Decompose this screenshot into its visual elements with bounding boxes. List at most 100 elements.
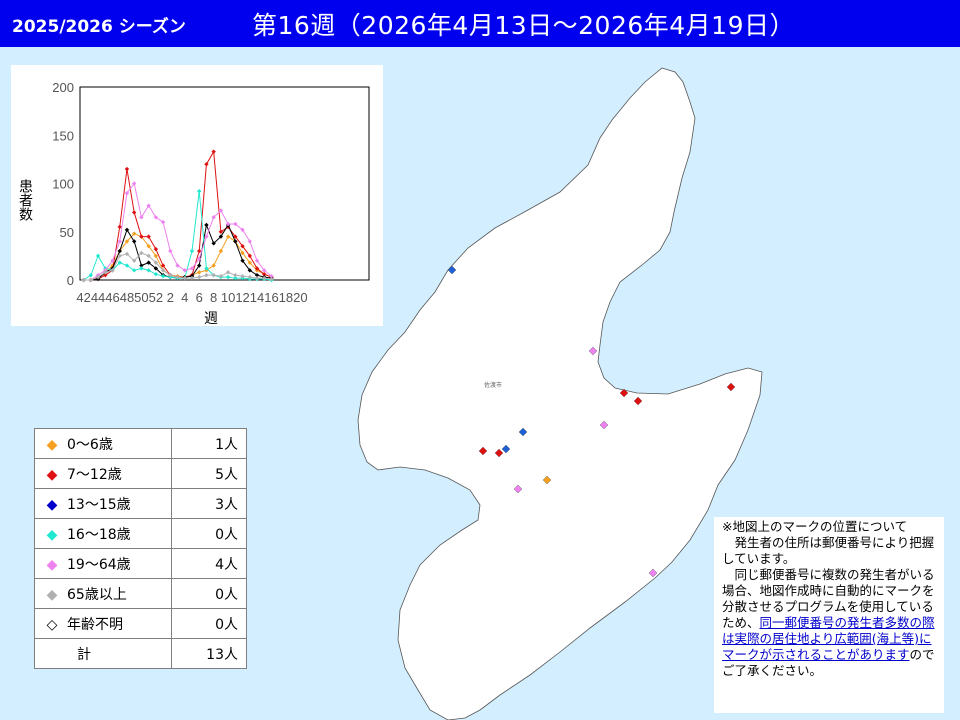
notice-paragraph-1: 発生者の住所は郵便番号により把握しています。 — [722, 535, 935, 566]
map-notice: ※地図上のマークの位置について 発生者の住所は郵便番号により把握しています。 同… — [714, 517, 944, 713]
x-tick-label: 4 — [181, 290, 188, 305]
data-point — [110, 268, 115, 273]
data-point — [146, 253, 151, 259]
legend-row: ◆ 0～6歳 1人 — [34, 428, 247, 459]
data-point — [95, 253, 101, 259]
y-tick-label: 150 — [52, 128, 74, 143]
case-marker — [619, 388, 629, 398]
diamond-filled-icon: ◆ — [46, 436, 58, 453]
data-point — [218, 248, 224, 254]
x-tick-label: 10 — [221, 290, 235, 305]
age-legend-table: ◆ 0～6歳 1人 ◆ 7～12歳 5人 ◆ 13～15歳 3人 ◆ 16～18歳 0人 ◆ 19～64歳… — [34, 428, 247, 669]
data-point — [247, 253, 252, 259]
x-tick-label: 42 — [76, 290, 90, 305]
notice-text-post: のでご了承ください。 — [722, 647, 935, 678]
x-tick-label: 16 — [264, 290, 278, 305]
case-marker — [542, 475, 552, 485]
x-tick-label: 14 — [250, 290, 264, 305]
series-1 — [81, 149, 274, 283]
data-point — [254, 272, 260, 278]
notice-title: ※地図上のマークの位置について — [722, 519, 908, 534]
data-point — [81, 277, 86, 283]
data-point — [269, 273, 274, 279]
data-point — [175, 263, 180, 268]
data-point — [262, 272, 267, 277]
data-point — [197, 274, 202, 280]
data-point — [124, 166, 130, 172]
series-line — [83, 233, 272, 281]
data-point — [153, 266, 159, 271]
data-point — [254, 275, 260, 281]
case-marker — [494, 448, 504, 458]
data-point — [240, 258, 245, 263]
data-point — [218, 273, 224, 279]
legend-label: 年齢不明 — [67, 616, 123, 633]
data-point — [225, 270, 231, 275]
legend-count: 4人 — [171, 548, 247, 579]
data-point — [204, 266, 209, 271]
data-point — [88, 272, 94, 278]
data-point — [197, 189, 202, 194]
diamond-filled-icon: ◆ — [46, 526, 58, 543]
page-header: 2025/2026 シーズン 第16週（2026年4月13日～2026年4月19… — [0, 0, 960, 47]
data-point — [124, 190, 130, 196]
plot-frame — [79, 86, 370, 281]
data-point — [131, 210, 137, 215]
case-marker — [513, 484, 523, 494]
data-point — [117, 253, 122, 259]
data-point — [197, 263, 202, 268]
data-point — [139, 215, 144, 220]
data-point — [124, 263, 130, 268]
data-point — [240, 250, 245, 256]
data-point — [168, 272, 173, 278]
legend-total-row: 計 13人 — [34, 638, 247, 669]
legend-label: 19～64歳 — [67, 556, 131, 573]
legend-label: 0～6歳 — [67, 436, 113, 453]
case-marker — [478, 446, 488, 456]
data-point — [139, 234, 144, 239]
data-point — [124, 251, 130, 257]
y-tick-label: 0 — [67, 273, 74, 288]
legend-label: 7～12歳 — [67, 466, 122, 483]
legend-count: 3人 — [171, 488, 247, 519]
data-point — [189, 275, 195, 281]
sado-island-map: 佐渡市 — [357, 67, 763, 720]
x-axis-label: 週 — [204, 311, 218, 326]
data-point — [211, 215, 216, 220]
data-point — [168, 248, 173, 254]
x-tick-label: 20 — [293, 290, 307, 305]
data-point — [146, 244, 151, 249]
series-0 — [81, 231, 274, 283]
data-point — [160, 263, 166, 268]
city-label: 佐渡市 — [484, 381, 502, 389]
legend-count: 0人 — [171, 578, 247, 609]
data-point — [247, 268, 252, 273]
data-point — [233, 272, 238, 278]
diamond-outline-icon: ◇ — [46, 616, 58, 633]
case-marker — [501, 444, 511, 454]
legend-count: 0人 — [171, 608, 247, 639]
data-point — [117, 239, 122, 244]
data-point — [247, 260, 252, 265]
data-point — [117, 224, 122, 230]
case-marker — [518, 427, 528, 437]
data-point — [247, 274, 252, 280]
diamond-filled-icon: ◆ — [46, 496, 58, 513]
data-point — [139, 250, 144, 256]
data-point — [160, 268, 166, 273]
data-point — [254, 258, 260, 263]
data-point — [225, 274, 231, 280]
data-point — [240, 244, 245, 249]
total-label: 計 — [77, 646, 91, 663]
island-landmass — [357, 67, 763, 720]
legend-label: 13～15歳 — [67, 496, 131, 513]
data-point — [153, 272, 159, 277]
case-marker — [633, 396, 643, 406]
data-point — [225, 234, 231, 239]
notice-link[interactable]: 同一郵便番号の発生者多数の際は実際の居住地より広範囲(海上等)にマークが示される… — [722, 615, 935, 662]
case-marker — [588, 346, 598, 356]
x-tick-label: 2 — [167, 290, 174, 305]
case-markers — [447, 265, 736, 578]
legend-row: ◇ 年齢不明 0人 — [34, 608, 247, 639]
x-tick-label: 46 — [105, 290, 119, 305]
